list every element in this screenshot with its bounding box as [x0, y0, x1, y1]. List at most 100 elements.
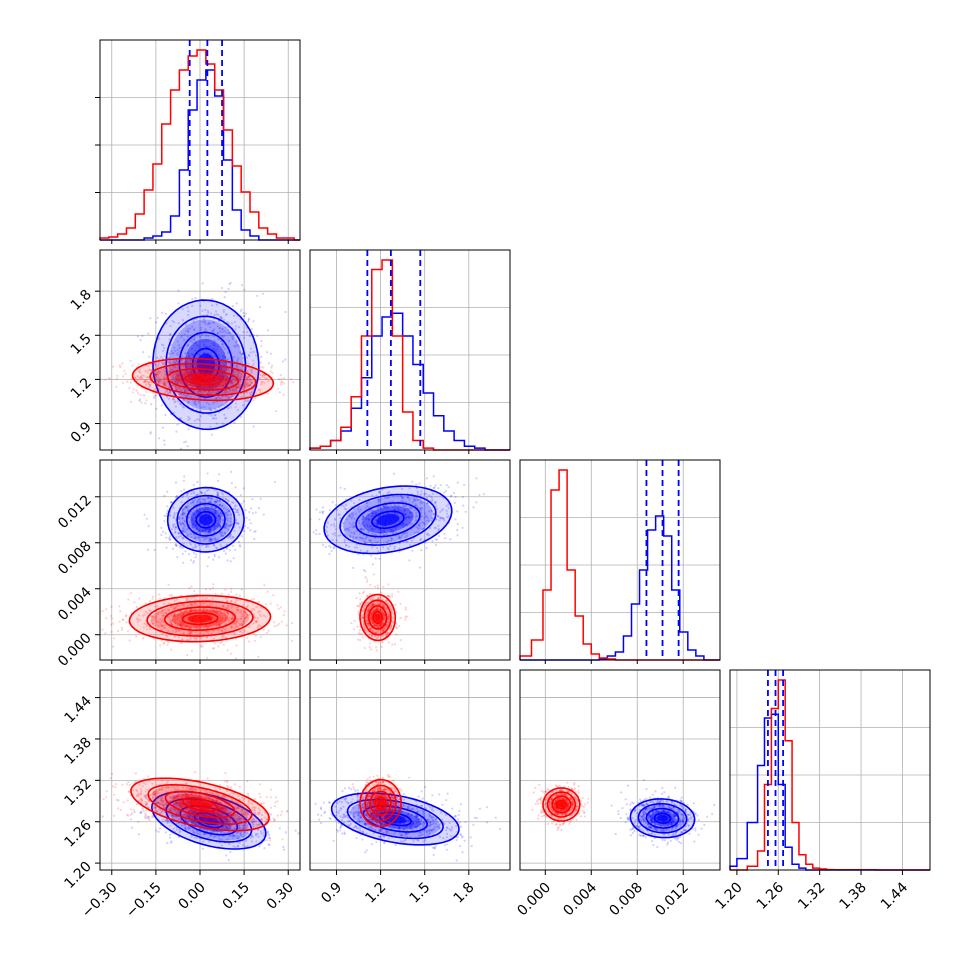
scatter-point-blue: [210, 510, 213, 513]
scatter-point-red: [234, 406, 237, 409]
scatter-point-blue: [247, 317, 251, 320]
scatter-point-blue: [247, 318, 250, 321]
scatter-point-blue: [195, 512, 198, 515]
scatter-point-blue: [149, 385, 152, 388]
scatter-point-red: [224, 374, 228, 377]
scatter-point-red: [219, 375, 222, 378]
scatter-point-red: [179, 378, 182, 381]
scatter-point-blue: [189, 516, 192, 519]
scatter-point-red: [226, 377, 229, 380]
scatter-point-blue: [221, 422, 224, 425]
scatter-point-red: [204, 588, 207, 591]
scatter-point-red: [161, 618, 165, 621]
scatter-point-red: [175, 388, 178, 391]
scatter-point-red: [109, 777, 112, 780]
scatter-point-blue: [192, 320, 195, 324]
scatter-point-red: [183, 610, 186, 614]
scatter-point-red: [273, 625, 276, 628]
scatter-point-blue: [224, 531, 227, 535]
scatter-point-red: [180, 616, 183, 619]
scatter-point-red: [239, 611, 242, 614]
scatter-point-blue: [215, 539, 218, 542]
scatter-point-red: [190, 385, 193, 388]
scatter-point-red: [236, 375, 239, 378]
scatter-point-red: [109, 377, 112, 380]
scatter-point-red: [247, 400, 250, 403]
scatter-point-blue: [217, 494, 220, 497]
scatter-point-red: [224, 373, 228, 377]
scatter-point-red: [179, 622, 182, 625]
scatter-point-blue: [209, 529, 212, 532]
scatter-point-red: [158, 597, 161, 600]
scatter-point-blue: [181, 537, 185, 540]
scatter-point-red: [257, 388, 260, 391]
scatter-point-blue: [192, 511, 195, 514]
scatter-point-blue: [223, 296, 226, 299]
scatter-point-blue: [242, 844, 245, 847]
scatter-point-blue: [203, 406, 206, 409]
scatter-point-red: [223, 379, 226, 382]
scatter-point-blue: [197, 508, 200, 511]
scatter-point-red: [107, 377, 110, 380]
scatter-point-blue: [207, 346, 210, 349]
scatter-point-blue: [208, 392, 211, 395]
scatter-point-red: [217, 645, 220, 648]
scatter-point-red: [220, 385, 223, 388]
scatter-point-red: [147, 381, 150, 384]
scatter-point-blue: [227, 509, 230, 512]
scatter-point-blue: [274, 480, 277, 483]
scatter-point-red: [219, 615, 222, 618]
scatter-point-blue: [237, 845, 240, 848]
scatter-point-red: [179, 620, 182, 624]
scatter-point-blue: [166, 395, 169, 398]
scatter-point-red: [214, 592, 217, 596]
scatter-point-blue: [183, 519, 186, 522]
scatter-point-blue: [178, 521, 181, 524]
scatter-point-red: [170, 623, 173, 626]
scatter-point-blue: [222, 496, 225, 500]
scatter-point-blue: [155, 407, 158, 410]
scatter-point-red: [247, 640, 251, 643]
scatter-point-blue: [213, 328, 216, 331]
scatter-point-red: [223, 780, 226, 783]
scatter-point-red: [95, 800, 97, 802]
scatter-point-red: [135, 605, 138, 609]
scatter-point-red: [252, 622, 255, 625]
scatter-point-blue: [176, 382, 179, 385]
scatter-point-red: [173, 398, 176, 401]
scatter-point-red: [195, 603, 198, 606]
scatter-point-blue: [174, 349, 177, 352]
scatter-point-red: [136, 379, 139, 382]
scatter-point-red: [254, 354, 258, 357]
scatter-point-red: [200, 391, 203, 394]
scatter-point-red: [245, 391, 248, 394]
scatter-point-red: [196, 627, 199, 630]
scatter-point-blue: [214, 512, 217, 515]
scatter-point-blue: [202, 497, 205, 500]
scatter-point-red: [281, 838, 284, 841]
scatter-point-blue: [193, 338, 196, 341]
scatter-point-blue: [175, 544, 178, 547]
scatter-point-blue: [183, 525, 186, 528]
scatter-point-blue: [166, 389, 169, 392]
scatter-point-red: [235, 369, 238, 373]
scatter-point-red: [157, 369, 160, 372]
scatter-point-blue: [209, 425, 212, 428]
scatter-point-red: [97, 394, 99, 396]
scatter-point-blue: [161, 311, 164, 314]
scatter-point-blue: [187, 516, 190, 519]
scatter-point-red: [225, 402, 228, 405]
scatter-point-red: [186, 625, 189, 629]
scatter-point-blue: [183, 393, 186, 396]
scatter-point-red: [219, 376, 222, 379]
scatter-point-red: [152, 637, 155, 640]
histogram-blue: [309, 312, 510, 451]
scatter-point-blue: [183, 511, 186, 515]
scatter-point-red: [143, 381, 146, 384]
scatter-point-red: [174, 606, 177, 610]
scatter-point-blue: [203, 320, 206, 323]
scatter-point-blue: [212, 347, 215, 350]
scatter-point-red: [218, 617, 221, 620]
scatter-point-blue: [207, 321, 210, 324]
